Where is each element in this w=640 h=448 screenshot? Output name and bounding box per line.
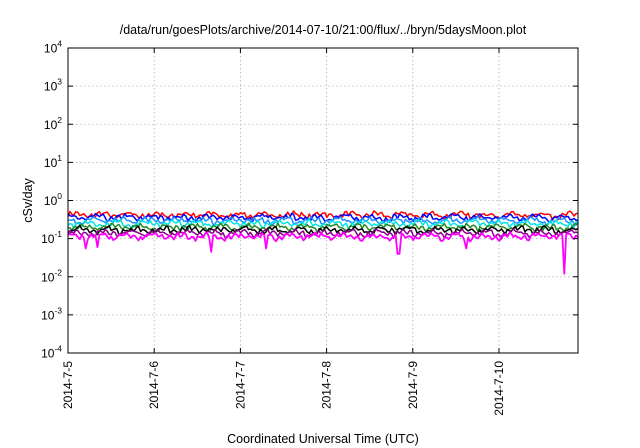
- y-tick-label: 102: [44, 115, 62, 132]
- x-tick-label: 2014-7-8: [320, 361, 334, 409]
- series-line: [67, 212, 578, 224]
- x-axis-label: Coordinated Universal Time (UTC): [227, 432, 419, 446]
- y-tick-label: 103: [44, 77, 62, 94]
- series-line: [67, 231, 579, 275]
- series-group: [67, 210, 579, 275]
- y-tick-label: 104: [44, 39, 62, 56]
- series-line: [67, 210, 579, 221]
- series-line: [67, 218, 579, 230]
- x-tick-label: 2014-7-6: [147, 361, 161, 409]
- chart-title: /data/run/goesPlots/archive/2014-07-10/2…: [120, 23, 527, 37]
- x-tick-label: 2014-7-5: [61, 361, 75, 409]
- x-tick-labels: 2014-7-5 2014-7-6 2014-7-7 2014-7-8 2014-7-9…: [61, 361, 506, 416]
- ticks: [67, 47, 578, 354]
- x-tick-label: 2014-7-9: [406, 361, 420, 409]
- y-tick-label: 10-2: [41, 267, 62, 284]
- grid: [68, 48, 578, 353]
- y-tick-label: 10-4: [41, 344, 62, 361]
- x-tick-label: 2014-7-10: [492, 361, 506, 416]
- y-tick-label: 101: [44, 153, 62, 170]
- y-tick-labels: 10-4 10-3 10-2 10-1 100 101 102 103 104: [41, 39, 62, 361]
- y-tick-label: 10-3: [41, 305, 62, 322]
- y-tick-label: 10-1: [41, 229, 62, 246]
- series-line: [67, 227, 579, 240]
- y-axis-label: cSv/day: [21, 178, 35, 223]
- y-tick-label: 100: [44, 191, 62, 208]
- x-tick-label: 2014-7-7: [233, 361, 247, 409]
